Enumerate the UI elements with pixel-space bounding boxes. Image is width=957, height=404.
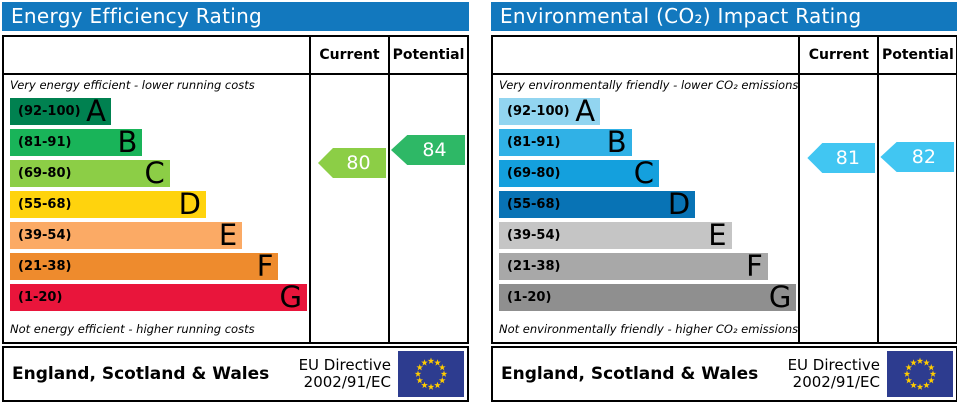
bands: (92-100) A (81-91) B (69-80) C (55-68) D (39-54)… [499, 94, 798, 315]
band-letter: B [606, 125, 627, 159]
footer: England, Scotland & Wales EU Directive 2… [2, 346, 469, 402]
potential-cell: 82 [877, 75, 956, 342]
bands: (92-100) A (81-91) B (69-80) C (55-68) D (39-54)… [10, 94, 309, 315]
rating-chart: Current Potential Very environmentally f… [491, 35, 957, 344]
band-g: (1-20) G [499, 280, 797, 314]
band-c: (69-80) C [10, 156, 170, 190]
potential-column-header: Potential [388, 37, 467, 75]
band-b: (81-91) B [499, 125, 632, 159]
header-blank-cell [493, 37, 799, 75]
band-c: (69-80) C [499, 156, 659, 190]
band-range-label: (92-100) [507, 104, 570, 119]
bottom-caption: Not environmentally friendly - higher CO… [499, 322, 799, 336]
eu-directive-label: EU Directive 2002/91/EC [299, 357, 398, 391]
band-letter: D [178, 187, 202, 221]
band-range-label: (69-80) [18, 166, 72, 181]
band-letter: F [746, 249, 763, 283]
potential-column-header: Potential [877, 37, 957, 75]
band-e: (39-54) E [10, 218, 243, 252]
environmental-impact-panel: Environmental (CO₂) Impact Rating Curren… [491, 2, 957, 402]
current-column-header: Current [798, 37, 878, 75]
energy-efficiency-panel: Energy Efficiency Rating Current Potenti… [2, 2, 469, 402]
band-range-label: (81-91) [18, 135, 72, 150]
band-b: (81-91) B [10, 125, 143, 159]
band-letter: A [86, 94, 106, 128]
band-range-label: (21-38) [507, 259, 561, 274]
band-range-label: (21-38) [18, 259, 72, 274]
band-d: (55-68) D [10, 187, 207, 221]
footer: England, Scotland & Wales EU Directive 2… [491, 346, 957, 402]
band-letter: F [256, 249, 274, 283]
band-f: (21-38) F [499, 249, 768, 283]
rating-chart: Current Potential Very energy efficient … [2, 35, 469, 344]
eu-flag-icon [398, 351, 464, 397]
current-rating-arrow: 80 [318, 148, 386, 178]
band-range-label: (81-91) [507, 135, 561, 150]
band-letter: D [667, 187, 691, 221]
band-f: (21-38) F [10, 249, 279, 283]
band-area: Very environmentally friendly - lower CO… [493, 75, 798, 342]
region-label: England, Scotland & Wales [501, 364, 759, 384]
panel-title: Environmental (CO₂) Impact Rating [491, 2, 957, 31]
eu-directive-label: EU Directive 2002/91/EC [788, 357, 887, 391]
band-range-label: (92-100) [18, 104, 81, 119]
band-range-label: (1-20) [507, 290, 552, 305]
potential-rating-arrow: 82 [880, 142, 955, 172]
eu-directive-line2: 2002/91/EC [303, 373, 391, 391]
eu-flag-icon [887, 351, 953, 397]
band-e: (39-54) E [499, 218, 732, 252]
band-letter: C [633, 156, 654, 190]
current-column-header: Current [309, 37, 388, 75]
header-blank-cell [4, 37, 309, 75]
band-a: (92-100) A [10, 94, 111, 128]
band-letter: A [575, 94, 596, 128]
potential-rating-arrow: 84 [391, 135, 465, 165]
band-letter: G [279, 280, 302, 314]
top-caption: Very energy efficient - lower running co… [10, 78, 255, 92]
region-label: England, Scotland & Wales [12, 364, 270, 384]
bottom-caption: Not energy efficient - higher running co… [10, 322, 255, 336]
current-rating-arrow: 81 [807, 143, 876, 173]
band-range-label: (55-68) [507, 197, 561, 212]
band-letter: G [768, 280, 792, 314]
band-range-label: (69-80) [507, 166, 561, 181]
band-d: (55-68) D [499, 187, 696, 221]
eu-directive-line1: EU Directive [787, 356, 880, 374]
band-letter: E [708, 218, 727, 252]
band-letter: E [218, 218, 238, 252]
band-g: (1-20) G [10, 280, 307, 314]
current-cell: 80 [309, 75, 388, 342]
band-range-label: (55-68) [18, 197, 72, 212]
band-letter: C [144, 156, 165, 190]
band-a: (92-100) A [499, 94, 601, 128]
band-range-label: (39-54) [18, 228, 72, 243]
top-caption: Very environmentally friendly - lower CO… [499, 78, 799, 92]
band-area: Very energy efficient - lower running co… [4, 75, 309, 342]
band-range-label: (1-20) [18, 290, 63, 305]
eu-directive-line2: 2002/91/EC [792, 373, 880, 391]
band-letter: B [117, 125, 138, 159]
band-range-label: (39-54) [507, 228, 561, 243]
eu-directive-line1: EU Directive [298, 356, 391, 374]
potential-cell: 84 [388, 75, 467, 342]
current-cell: 81 [798, 75, 877, 342]
panel-title: Energy Efficiency Rating [2, 2, 469, 31]
